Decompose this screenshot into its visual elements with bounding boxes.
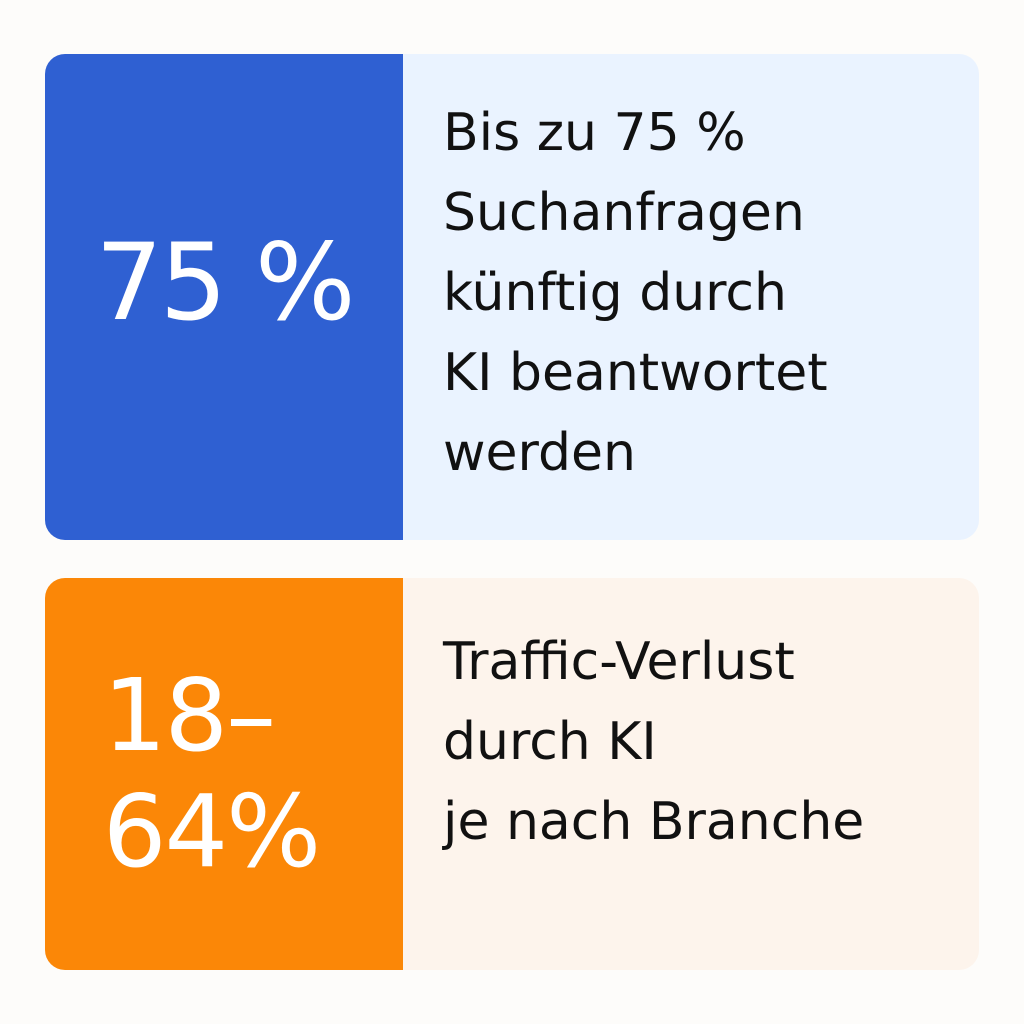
stat-card-ai-answers: 75 % Bis zu 75 % Suchanfragen künftig du… — [45, 54, 979, 540]
description-line: KI beantwortet — [443, 343, 828, 403]
description-line: Traffic-Verlust — [443, 632, 795, 692]
stat-value-line: 64% — [102, 773, 321, 890]
description-line: künftig durch — [443, 263, 787, 323]
description-line: werden — [443, 423, 636, 483]
stat-panel: 75 % — [45, 54, 403, 540]
description-line: durch KI — [443, 712, 657, 772]
description-line: je nach Branche — [443, 792, 865, 852]
description-panel: Bis zu 75 % Suchanfragen künftig durch K… — [403, 54, 979, 540]
stat-card-traffic-loss: 18– 64% Traffic-Verlust durch KI je nach… — [45, 578, 979, 970]
stat-value: 75 % — [95, 220, 355, 344]
description-panel: Traffic-Verlust durch KI je nach Branche — [403, 578, 979, 970]
description-line: Bis zu 75 % — [443, 103, 746, 163]
stat-panel: 18– 64% — [45, 578, 403, 970]
description-text: Bis zu 75 % Suchanfragen künftig durch K… — [443, 93, 828, 493]
description-text: Traffic-Verlust durch KI je nach Branche — [443, 622, 864, 862]
description-line: Suchanfragen — [443, 183, 805, 243]
stat-value-line: 18– — [102, 657, 276, 774]
stat-value: 18– 64% — [102, 657, 321, 890]
